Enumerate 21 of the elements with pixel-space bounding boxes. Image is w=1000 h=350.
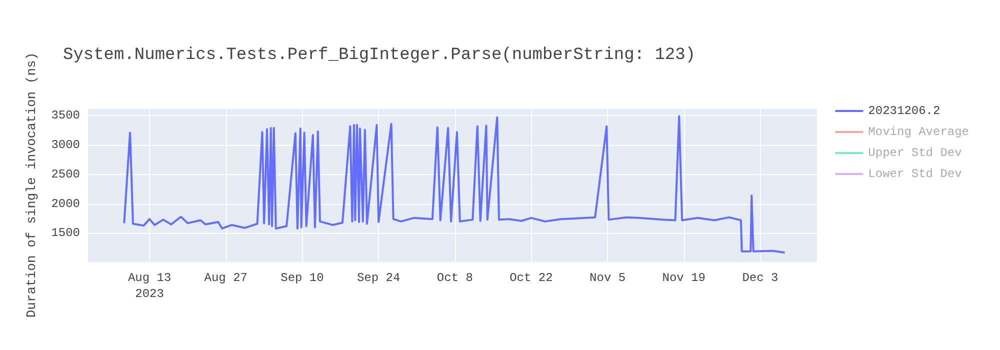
y-tick-label: 3500 <box>51 108 80 123</box>
x-tick-label: Sep 10 <box>280 271 324 285</box>
x-tick-label: Oct 22 <box>510 271 553 285</box>
chart-title: System.Numerics.Tests.Perf_BigInteger.Parse(numberString: 123) <box>63 46 696 65</box>
x-tick-label: Aug 13 2023 <box>128 271 172 301</box>
y-tick-label: 1500 <box>51 226 80 240</box>
x-tick-label: Nov 5 <box>590 271 626 285</box>
y-tick-label: 2500 <box>51 167 80 182</box>
x-tick-label: Nov 19 <box>662 271 706 285</box>
legend-label: Upper Std Dev <box>868 146 962 160</box>
x-tick-label: Dec 3 <box>742 271 778 285</box>
y-tick-label: 2000 <box>51 196 80 211</box>
line-series <box>123 115 786 254</box>
y-axis-title: Duration of single invocation (ns) <box>24 52 39 318</box>
x-tick-label: Aug 27 <box>204 271 248 285</box>
legend-label: Moving Average <box>868 125 970 139</box>
y-tick-label: 3000 <box>51 138 80 152</box>
x-tick-label: Oct 8 <box>436 271 473 285</box>
legend-label: 20231206.2 <box>868 104 940 118</box>
legend-label: Lower Std Dev <box>868 167 962 181</box>
x-tick-label: Sep 24 <box>356 271 400 285</box>
